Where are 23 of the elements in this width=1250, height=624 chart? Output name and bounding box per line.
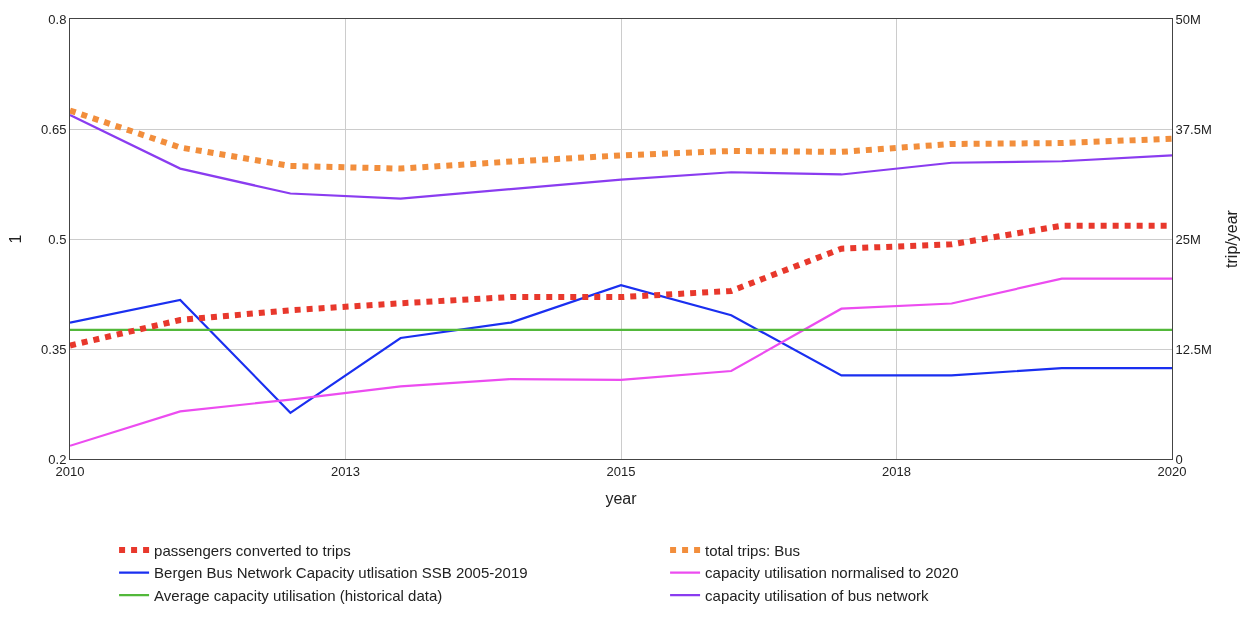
line-series	[70, 277, 1172, 447]
y2-tick-label: 37.5M	[1175, 121, 1212, 137]
legend-label: Average capacity utilisation (historical data)	[154, 586, 443, 604]
y-tick-label: 0.8	[48, 11, 67, 27]
y2-axis-title: trip/year	[1223, 209, 1241, 268]
y2-tick-label: 12.5M	[1175, 341, 1212, 357]
x-axis-title: year	[605, 490, 638, 508]
legend-label: total trips: Bus	[705, 541, 801, 559]
legend-label: capacity utilisation of bus network	[705, 586, 930, 604]
legend-label: capacity utilisation normalised to 2020	[705, 564, 959, 582]
legend-label: passengers converted to trips	[154, 541, 351, 559]
y-tick-label: 0.5	[48, 231, 67, 247]
x-tick-label: 2018	[882, 463, 911, 479]
y2-tick-label: 50M	[1175, 11, 1201, 27]
y-tick-label: 0.35	[41, 341, 67, 357]
legend-label: Bergen Bus Network Capacity utlisation SSB 2005-2019	[154, 564, 528, 582]
x-tick-label: 2015	[606, 463, 636, 479]
y-axis-title: 1	[6, 234, 24, 244]
y2-tick-label: 25M	[1175, 231, 1201, 247]
line-series	[70, 113, 1172, 200]
x-tick-label: 2013	[331, 463, 360, 479]
y-tick-label: 0.65	[41, 121, 67, 137]
line-series	[70, 284, 1172, 414]
